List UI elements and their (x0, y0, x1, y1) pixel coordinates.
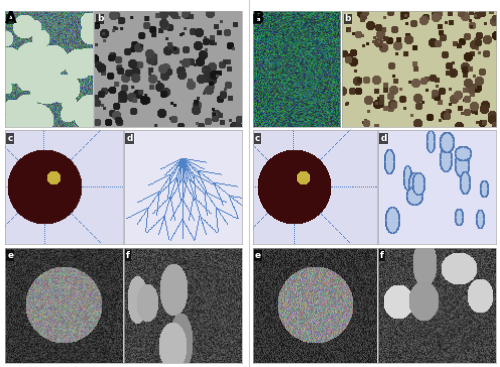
Text: d: d (126, 134, 132, 143)
Text: A: A (5, 11, 17, 26)
Text: b: b (97, 14, 103, 23)
Text: c: c (8, 134, 12, 143)
Text: e: e (255, 251, 261, 260)
Text: f: f (126, 251, 130, 260)
Text: b: b (344, 14, 351, 23)
Text: e: e (8, 251, 14, 260)
Text: c: c (255, 134, 260, 143)
Text: a: a (7, 14, 13, 23)
Text: a: a (254, 14, 260, 23)
Text: f: f (380, 251, 384, 260)
Text: B: B (252, 11, 264, 26)
Text: d: d (380, 134, 386, 143)
